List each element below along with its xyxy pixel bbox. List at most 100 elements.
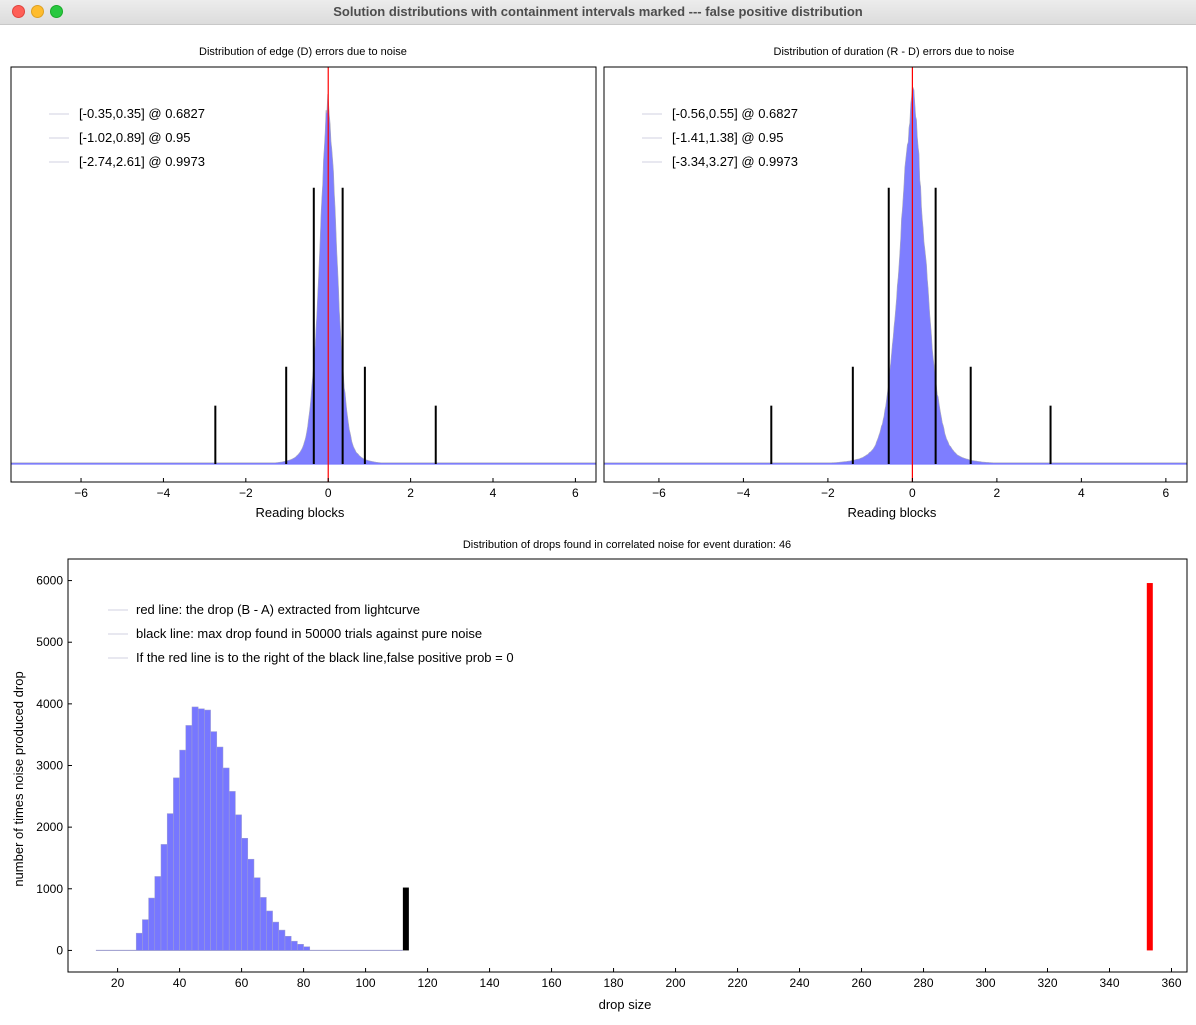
drops-histogram-bar <box>210 731 218 951</box>
edge-errors-x-tick-label: 6 <box>572 486 579 500</box>
drops-histogram-bar <box>173 777 180 951</box>
drops-histogram-bar <box>297 944 304 951</box>
edge-errors-legend-entry: [-1.02,0.89] @ 0.95 <box>79 130 191 145</box>
edge-errors-frame <box>10 66 597 483</box>
close-window-button[interactable] <box>12 5 25 18</box>
drops-x-tick-label: 80 <box>297 976 311 990</box>
drops-plot-area: 20 40 60 80 100 120 140 160 180 200 220 240 260 280 30… <box>36 558 1188 990</box>
drops-x-tick-label: 300 <box>976 976 996 990</box>
duration-errors-x-axis-label: Reading blocks <box>848 505 937 520</box>
drops-x-tick-label: 340 <box>1099 976 1119 990</box>
edge-errors-legend-entry: [-0.35,0.35] @ 0.6827 <box>79 106 205 121</box>
figure-canvas: Distribution of edge (D) errors due to n… <box>10 46 1188 1012</box>
edge-errors-x-tick-label: −4 <box>157 486 171 500</box>
drops-histogram-bar <box>204 709 211 951</box>
edge-errors-histogram <box>10 94 597 465</box>
duration-errors-legend-entry: [-3.34,3.27] @ 0.9973 <box>672 154 798 169</box>
duration-errors-x-tick-label: −4 <box>737 486 751 500</box>
drops-histogram-bar <box>266 910 273 951</box>
minimize-window-button[interactable] <box>31 5 44 18</box>
duration-errors-legend-entry: [-0.56,0.55] @ 0.6827 <box>672 106 798 121</box>
drops-legend-entry: black line: max drop found in 50000 tria… <box>136 626 482 641</box>
drops-x-tick-label: 240 <box>790 976 810 990</box>
edge-errors-plot-background <box>11 67 596 482</box>
drops-x-tick-label: 200 <box>666 976 686 990</box>
duration-errors-legend-entry: [-1.41,1.38] @ 0.95 <box>672 130 784 145</box>
duration-errors-x-tick-label: −6 <box>652 486 666 500</box>
drops-legend-entry: red line: the drop (B - A) extracted fro… <box>136 602 420 617</box>
drops-histogram-bar <box>191 706 199 951</box>
drops-histogram-bar <box>142 919 149 951</box>
drops-x-axis-label: drop size <box>599 997 652 1012</box>
title-bar: Solution distributions with containment … <box>0 0 1196 25</box>
drops-y-tick-label: 5000 <box>36 635 63 649</box>
drops-histogram-bar <box>228 791 236 951</box>
drops-y-axis-label: number of times noise produced drop <box>11 671 26 886</box>
drops-legend-entry: If the red line is to the right of the b… <box>136 650 514 665</box>
drops-x-tick-label: 160 <box>542 976 562 990</box>
drops-histogram-bar <box>222 767 230 951</box>
duration-errors-chart-title: Distribution of duration (R - D) errors … <box>774 46 1015 58</box>
duration-errors-x-tick-label: 0 <box>909 486 916 500</box>
drops-histogram-bar <box>290 940 298 951</box>
max-noise-drop-line <box>402 887 409 951</box>
window-title: Solution distributions with containment … <box>333 4 863 19</box>
duration-errors-histogram <box>603 85 1188 465</box>
edge-errors-x-tick-label: 4 <box>490 486 497 500</box>
drops-x-tick-label: 20 <box>111 976 125 990</box>
drops-histogram-bar <box>154 876 162 951</box>
drops-x-tick-label: 180 <box>604 976 624 990</box>
drops-histogram-bar <box>253 877 261 951</box>
drops-histogram-bar <box>247 858 255 951</box>
drops-histogram-bar <box>185 725 193 951</box>
duration-errors-x-tick-label: 2 <box>994 486 1001 500</box>
duration-errors-frame <box>603 66 1188 483</box>
drops-x-tick-label: 120 <box>418 976 438 990</box>
drops-histogram-bar <box>241 837 249 951</box>
drops-histogram-bar <box>272 921 280 951</box>
drops-y-tick-label: 0 <box>56 943 63 957</box>
edge-errors-legend-entry: [-2.74,2.61] @ 0.9973 <box>79 154 205 169</box>
drops-histogram-bar <box>216 746 224 951</box>
drops-x-tick-label: 100 <box>356 976 376 990</box>
drops-x-tick-label: 220 <box>728 976 748 990</box>
edge-errors-x-tick-label: 2 <box>407 486 414 500</box>
duration-errors-x-tick-label: −2 <box>821 486 835 500</box>
drops-x-tick-label: 320 <box>1037 976 1057 990</box>
extracted-drop-line <box>1146 583 1153 951</box>
edge-errors-chart-title: Distribution of edge (D) errors due to n… <box>199 46 407 58</box>
drops-x-tick-label: 280 <box>914 976 934 990</box>
duration-errors-x-tick-label: 4 <box>1078 486 1085 500</box>
drops-histogram-bar <box>148 897 156 951</box>
duration-errors-plot-area: −6 −4 −2 0 2 4 6 [-0.56,0.55] @ 0.6827 [-1.41,1.… <box>603 66 1188 500</box>
drops-y-tick-label: 3000 <box>36 759 63 773</box>
drops-histogram-bar <box>160 844 168 951</box>
duration-errors-x-tick-label: 6 <box>1163 486 1170 500</box>
edge-errors-x-tick-label: −2 <box>239 486 253 500</box>
edge-errors-x-tick-label: −6 <box>74 486 88 500</box>
drops-histogram-bar <box>166 813 174 951</box>
drops-y-tick-label: 4000 <box>36 697 63 711</box>
drops-histogram-bar <box>135 932 143 951</box>
drops-histogram-bar <box>235 814 242 951</box>
drops-x-tick-label: 140 <box>480 976 500 990</box>
drops-histogram-bar <box>284 935 292 951</box>
drops-histogram-bar <box>259 897 267 951</box>
drops-histogram-bar <box>278 929 286 951</box>
edge-errors-x-tick-label: 0 <box>325 486 332 500</box>
drops-histogram-bar <box>197 708 205 951</box>
edge-errors-x-axis-label: Reading blocks <box>256 505 345 520</box>
zoom-window-button[interactable] <box>50 5 63 18</box>
drops-y-tick-label: 1000 <box>36 882 63 896</box>
edge-errors-plot-area: −6 −4 −2 0 2 4 6 [-0.35,0.35] @ 0.6827 [-1.02,0.… <box>10 66 597 500</box>
drops-x-tick-label: 60 <box>235 976 249 990</box>
drops-chart-title: Distribution of drops found in correlate… <box>463 539 791 551</box>
drops-y-tick-label: 6000 <box>36 574 63 588</box>
drops-histogram-bar <box>303 946 311 951</box>
drops-x-tick-label: 40 <box>173 976 187 990</box>
drops-x-tick-label: 260 <box>852 976 872 990</box>
drops-y-tick-label: 2000 <box>36 820 63 834</box>
drops-x-tick-label: 360 <box>1161 976 1181 990</box>
drops-histogram-bar <box>179 749 187 951</box>
